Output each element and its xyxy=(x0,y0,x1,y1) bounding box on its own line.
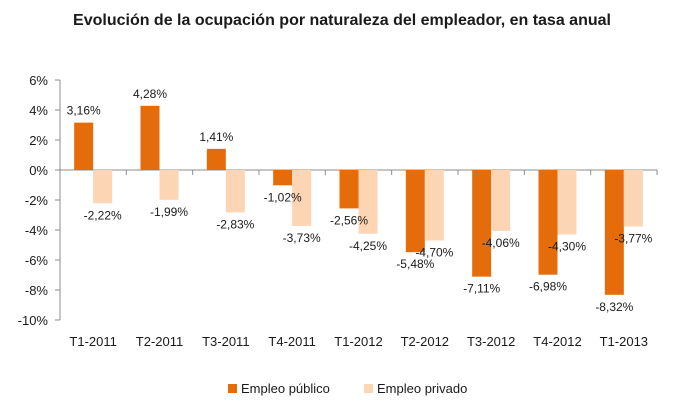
bar-empleo-privado xyxy=(93,170,113,204)
labels-layer: 3,16% -2,22% 4,28% -1,99% 1,41% -2,83% -1,02% -… xyxy=(67,87,653,314)
bar-empleo-publico xyxy=(538,170,558,275)
bar-empleo-publico xyxy=(604,170,624,295)
axes-layer: 6% 4% 2% 0% -2% -4% -6% -8% -10% T1-2011 T2-2011 T3… xyxy=(18,73,658,349)
data-label-empleo-privado: -4,30% xyxy=(548,240,586,254)
legend-layer: Empleo público Empleo privado xyxy=(228,381,467,396)
bar-empleo-publico xyxy=(472,170,492,277)
data-label-empleo-publico: -7,11% xyxy=(463,282,500,296)
data-label-empleo-publico: -6,98% xyxy=(529,280,567,294)
data-label-empleo-publico: -8,32% xyxy=(595,300,633,314)
data-label-empleo-publico: -2,56% xyxy=(330,213,368,227)
bar-empleo-publico xyxy=(206,148,226,170)
x-tick-label: T4-2011 xyxy=(268,334,315,349)
legend-label-empleo-publico: Empleo público xyxy=(241,381,330,396)
data-label-empleo-privado: -4,25% xyxy=(349,239,387,253)
x-tick-label: T1-2013 xyxy=(600,334,648,349)
y-tick-label: -6% xyxy=(25,253,49,268)
x-tick-label: T3-2012 xyxy=(467,334,515,349)
bar-empleo-privado xyxy=(159,170,179,200)
bar-empleo-publico xyxy=(273,170,293,186)
bar-empleo-privado xyxy=(358,170,378,234)
data-label-empleo-publico: -1,02% xyxy=(264,190,302,204)
legend-label-empleo-privado: Empleo privado xyxy=(377,381,467,396)
y-tick-label: -2% xyxy=(25,193,49,208)
x-tick-label: T3-2011 xyxy=(202,334,249,349)
data-label-empleo-privado: -3,73% xyxy=(283,231,321,245)
x-tick-label: T4-2012 xyxy=(533,334,581,349)
data-label-empleo-privado: -2,83% xyxy=(216,217,254,231)
data-label-empleo-privado: -2,22% xyxy=(84,208,122,222)
data-label-empleo-privado: -4,06% xyxy=(482,236,520,250)
x-tick-label: T2-2012 xyxy=(401,334,449,349)
data-label-empleo-publico: -5,48% xyxy=(396,257,434,271)
legend-swatch-empleo-publico xyxy=(228,384,237,393)
x-tick-label: T1-2011 xyxy=(69,334,116,349)
bar-empleo-privado xyxy=(491,170,511,231)
y-tick-label: 6% xyxy=(29,73,48,88)
bar-empleo-privado xyxy=(557,170,577,235)
y-tick-label: -8% xyxy=(25,283,49,298)
bar-empleo-publico xyxy=(339,170,359,209)
data-label-empleo-privado: -1,99% xyxy=(150,205,188,219)
y-tick-label: 2% xyxy=(29,133,48,148)
legend-swatch-empleo-privado xyxy=(364,384,373,393)
data-label-empleo-privado: -4,70% xyxy=(415,246,453,260)
bar-empleo-privado xyxy=(424,170,444,241)
y-tick-label: 0% xyxy=(29,163,48,178)
data-label-empleo-publico: 3,16% xyxy=(67,104,101,118)
data-label-empleo-publico: 4,28% xyxy=(133,87,167,101)
bar-empleo-publico xyxy=(405,170,425,253)
x-tick-label: T2-2011 xyxy=(136,334,183,349)
x-tick-label: T1-2012 xyxy=(334,334,382,349)
data-label-empleo-publico: 1,41% xyxy=(199,130,233,144)
chart-title: Evolución de la ocupación por naturaleza… xyxy=(73,12,611,29)
bar-empleo-privado xyxy=(623,170,643,227)
y-tick-label: -4% xyxy=(25,223,49,238)
bar-empleo-publico xyxy=(74,122,94,170)
y-tick-label: -10% xyxy=(18,313,49,328)
bar-empleo-privado xyxy=(225,170,245,213)
data-label-empleo-privado: -3,77% xyxy=(614,232,652,246)
bar-empleo-publico xyxy=(140,105,160,170)
bars-layer xyxy=(74,105,643,295)
y-tick-label: 4% xyxy=(29,103,48,118)
bar-empleo-privado xyxy=(292,170,312,226)
